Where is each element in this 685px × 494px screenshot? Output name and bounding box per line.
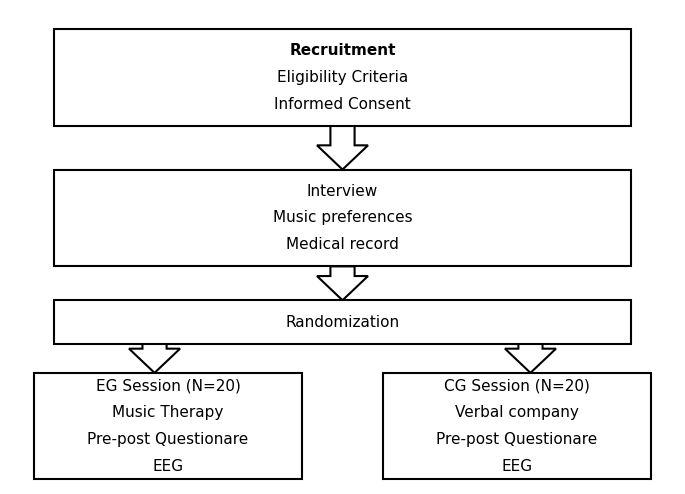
Text: EEG: EEG <box>501 458 533 474</box>
Text: Eligibility Criteria: Eligibility Criteria <box>277 70 408 85</box>
Text: Randomization: Randomization <box>286 315 399 329</box>
Text: Verbal company: Verbal company <box>455 405 579 420</box>
FancyBboxPatch shape <box>383 373 651 479</box>
Text: Recruitment: Recruitment <box>289 43 396 58</box>
Polygon shape <box>129 344 180 373</box>
Text: Medical record: Medical record <box>286 237 399 252</box>
FancyBboxPatch shape <box>54 29 631 126</box>
Text: CG Session (N=20): CG Session (N=20) <box>444 379 590 394</box>
Polygon shape <box>317 126 368 169</box>
Text: Music preferences: Music preferences <box>273 210 412 225</box>
Text: Interview: Interview <box>307 184 378 199</box>
Text: Pre-post Questionare: Pre-post Questionare <box>87 432 249 447</box>
FancyBboxPatch shape <box>54 300 631 344</box>
Text: Music Therapy: Music Therapy <box>112 405 223 420</box>
Polygon shape <box>505 344 556 373</box>
Polygon shape <box>317 266 368 300</box>
FancyBboxPatch shape <box>34 373 302 479</box>
Text: Pre-post Questionare: Pre-post Questionare <box>436 432 598 447</box>
Text: EEG: EEG <box>152 458 184 474</box>
Text: Informed Consent: Informed Consent <box>274 97 411 112</box>
FancyBboxPatch shape <box>54 169 631 266</box>
Text: EG Session (N=20): EG Session (N=20) <box>95 379 240 394</box>
